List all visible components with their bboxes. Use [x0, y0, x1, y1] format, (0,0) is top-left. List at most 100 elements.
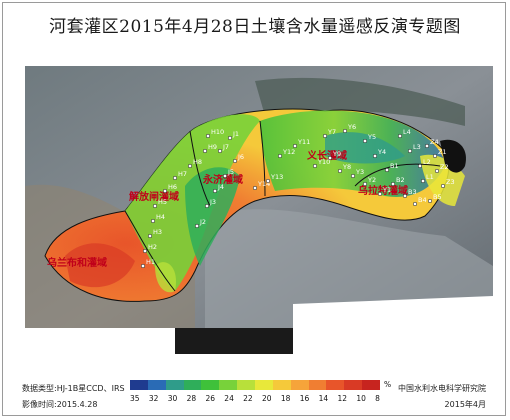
legend-tick: 30: [167, 394, 178, 403]
site-label: Z2: [440, 163, 449, 171]
legend-tick: 12: [337, 394, 347, 403]
site-label: H4: [156, 213, 165, 221]
district-boundary: [354, 163, 441, 187]
water-body: [440, 139, 466, 173]
legend-swatch: [326, 380, 345, 390]
site-label: J3: [209, 198, 216, 206]
site-label: Y4: [377, 148, 386, 156]
site-label: H8: [193, 158, 202, 166]
site-label: Y2: [367, 176, 376, 184]
legend-swatch: [219, 380, 238, 390]
data-type-note: 数据类型:HJ-1B星CCD、IRS: [22, 384, 125, 393]
legend-tick: 28: [186, 394, 197, 403]
region-label-wulate: 乌拉特灌域: [358, 184, 408, 197]
site-label: B1: [390, 162, 399, 170]
site-label: B3: [408, 188, 417, 196]
site-marker: [327, 155, 333, 161]
moisture-legend: 35 32 30 28 26 24 22 20 18 16 14 12 10 8 %: [130, 380, 391, 414]
image-time-note: 影像时间:2015.4.28: [22, 400, 98, 409]
site-marker: [427, 198, 433, 204]
site-label: B2: [396, 176, 405, 184]
region-label-yichang: 义长灌域: [307, 149, 347, 162]
site-label: J4: [217, 183, 224, 191]
monitoring-sites: H10 J1H9H8H7H6H5H4H3H2H1J7J6J5J4J3J2Y14Y1…: [140, 123, 455, 269]
site-label: Y7: [327, 128, 336, 136]
legend-ticks: 35 32 30 28 26 24 22 20 18 16 14 12 10 8: [130, 394, 380, 403]
soil-moisture-map: 乌兰布和灌域 解放闸灌域 永济灌域 义长灌域 乌拉特灌域 H10 J1 H9 H8 H7…: [25, 66, 493, 354]
site-marker: [277, 153, 283, 159]
legend-swatch: [183, 380, 202, 390]
legend-swatch: [290, 380, 309, 390]
region-label-yongji: 永济灌域: [202, 173, 243, 186]
legend-swatch: [362, 380, 381, 390]
site-label: L2: [423, 158, 431, 166]
site-label: J2: [199, 218, 206, 226]
site-label: H3: [153, 228, 162, 236]
legend-color-bar: [130, 380, 381, 390]
legend-swatch: [344, 380, 363, 390]
site-label: B5: [433, 193, 442, 201]
site-marker: [337, 168, 343, 174]
site-marker: [362, 181, 368, 187]
site-marker: [152, 203, 158, 209]
site-label: J5: [227, 168, 234, 176]
legend-swatch: [272, 380, 291, 390]
no-data-mask: [25, 328, 175, 354]
no-data-mask: [293, 296, 493, 354]
site-marker: [162, 188, 168, 194]
site-marker: [434, 168, 440, 174]
district-boundary: [124, 210, 176, 292]
site-marker: [265, 178, 271, 184]
legend-tick: 16: [299, 394, 310, 403]
site-marker: [440, 183, 446, 189]
site-label: Y13: [270, 173, 283, 181]
site-label: Y10: [317, 158, 330, 166]
site-marker: [390, 181, 396, 187]
site-marker: [202, 148, 208, 154]
site-label: Y6: [347, 123, 356, 131]
site-label: Y1: [382, 186, 391, 194]
site-label: L1: [426, 173, 434, 181]
site-label: Y3: [355, 168, 364, 176]
site-label: Y8: [342, 163, 351, 171]
site-label: L4: [403, 128, 411, 136]
site-label: Z3: [446, 178, 455, 186]
site-marker: [372, 153, 378, 159]
site-label: J6: [237, 153, 244, 161]
site-label: B4: [418, 196, 427, 204]
site-marker: [397, 133, 403, 139]
site-label: Y14: [257, 180, 270, 188]
site-marker: [140, 263, 146, 269]
region-label-jiefangzha: 解放闸灌域: [129, 190, 179, 203]
legend-tick: 32: [148, 394, 159, 403]
moisture-patch: [65, 243, 135, 288]
site-marker: [142, 248, 148, 254]
site-marker: [172, 175, 178, 181]
site-label: H1: [146, 258, 155, 266]
legend-unit: %: [384, 380, 392, 389]
site-label: H10: [211, 128, 224, 136]
site-label: Y9: [332, 150, 341, 158]
site-marker: [362, 138, 368, 144]
legend-tick: 26: [205, 394, 215, 403]
site-marker: [424, 143, 430, 149]
site-marker: [222, 173, 228, 179]
site-label: H7: [178, 170, 187, 178]
site-marker: [432, 153, 438, 159]
site-marker: [150, 218, 156, 224]
site-marker: [252, 185, 258, 191]
legend-tick: 18: [280, 394, 291, 403]
region-label-wulanbuhe: 乌兰布和灌域: [47, 256, 107, 269]
site-label: J1: [232, 130, 239, 138]
site-marker: [217, 148, 223, 154]
site-marker: [412, 201, 418, 207]
site-marker: [232, 158, 238, 164]
legend-tick: 22: [243, 394, 253, 403]
legend-swatch: [255, 380, 273, 390]
site-label: Z4: [430, 138, 439, 146]
site-marker: [312, 163, 318, 169]
site-marker: [402, 193, 408, 199]
site-marker: [292, 143, 298, 149]
site-label: H9: [208, 143, 217, 151]
legend-tick: 14: [318, 394, 329, 403]
